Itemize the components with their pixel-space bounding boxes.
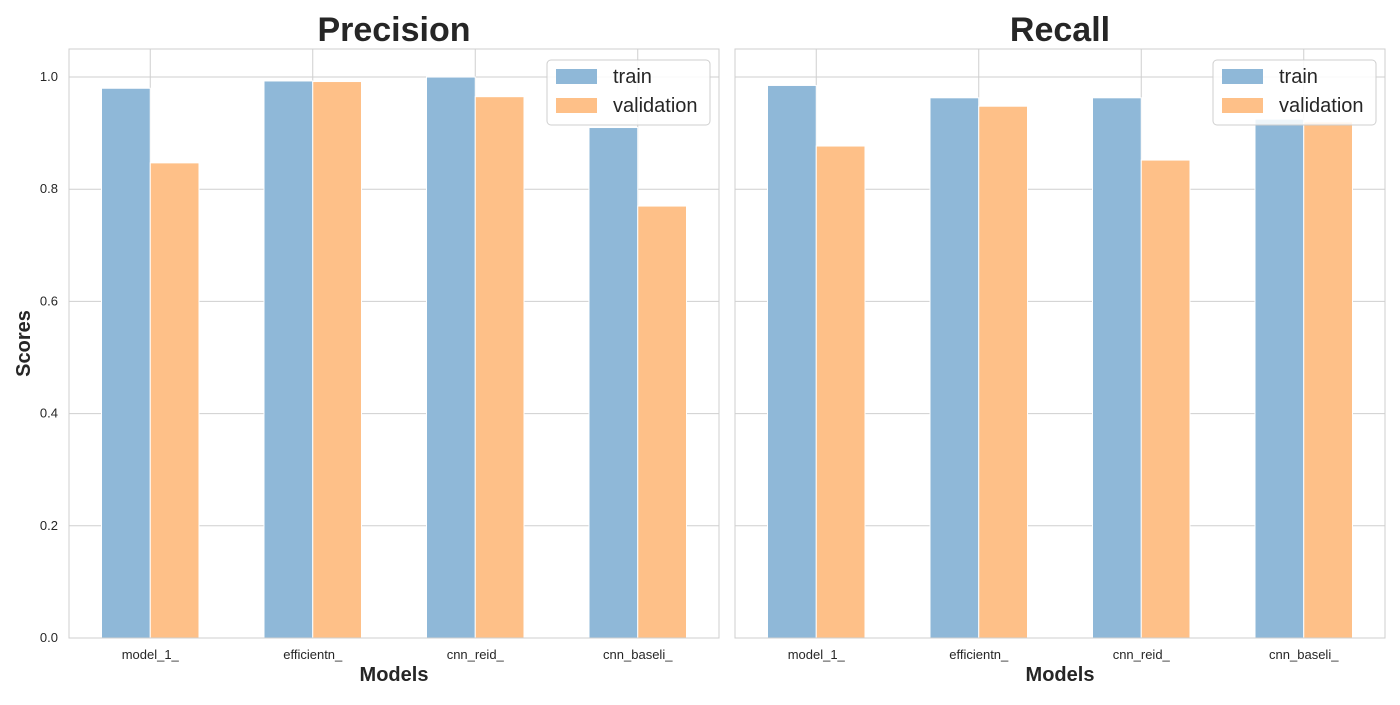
x-tick-label: model_1_ (788, 647, 846, 662)
plot-frame (734, 48, 1386, 639)
x-tick-label: cnn_baseli_ (603, 647, 673, 662)
x-tick-label: cnn_reid_ (1113, 647, 1171, 662)
bar-validation-efficientn_ (312, 81, 362, 639)
y-axis-label: Scores (13, 310, 35, 377)
bar-train-model_1_ (767, 84, 817, 639)
legend-label-validation: validation (1279, 95, 1364, 117)
bar-validation-efficientn_ (978, 105, 1028, 639)
bar-validation-cnn_reid_ (474, 96, 525, 639)
bar-validation-cnn_baseli_ (1303, 121, 1353, 639)
legend-label-train: train (613, 66, 652, 88)
x-tick-label: cnn_reid_ (447, 647, 505, 662)
x-tick-label: model_1_ (122, 647, 180, 662)
legend-swatch-train (556, 69, 597, 84)
bar-validation-cnn_baseli_ (637, 205, 687, 639)
x-axis-label: Models (360, 664, 429, 686)
bar-train-efficientn_ (263, 80, 314, 639)
y-tick-label: 0.6 (40, 293, 58, 308)
legend-swatch-validation (556, 98, 597, 113)
bar-train-cnn_baseli_ (588, 127, 639, 639)
x-axis-label: Models (1026, 664, 1095, 686)
bar-train-cnn_reid_ (1092, 97, 1142, 639)
x-tick-label: efficientn_ (283, 647, 343, 662)
bar-train-model_1_ (101, 87, 151, 639)
legend-swatch-validation (1222, 98, 1263, 113)
chart-panel-precision: 0.0 0.2 0.4 0.6 0.8 1.0 model_1_ efficientn_ cnn… (13, 11, 720, 686)
bar-validation-model_1_ (149, 162, 200, 639)
bar-train-cnn_baseli_ (1254, 118, 1305, 639)
bar-train-efficientn_ (929, 97, 980, 639)
y-tick-label: 0.2 (40, 518, 58, 533)
bar-validation-model_1_ (815, 145, 866, 639)
bar-train-cnn_reid_ (426, 76, 476, 639)
y-tick-label: 0.8 (40, 181, 58, 196)
legend: train validation (1212, 59, 1377, 126)
chart-panel-recall: model_1_ efficientn_ cnn_reid_ cnn_baseli_ R… (734, 11, 1386, 686)
chart-title: Precision (317, 11, 470, 49)
plot-frame (68, 48, 720, 639)
y-tick-label: 0.4 (40, 406, 58, 421)
x-tick-label: efficientn_ (949, 647, 1009, 662)
chart-title: Recall (1010, 11, 1110, 49)
legend-swatch-train (1222, 69, 1263, 84)
legend-label-train: train (1279, 66, 1318, 88)
bar-validation-cnn_reid_ (1140, 159, 1191, 639)
y-tick-label: 1.0 (40, 69, 58, 84)
x-tick-label: cnn_baseli_ (1269, 647, 1339, 662)
legend-label-validation: validation (613, 95, 698, 117)
legend: train validation (546, 59, 711, 126)
y-tick-label: 0.0 (40, 630, 58, 645)
